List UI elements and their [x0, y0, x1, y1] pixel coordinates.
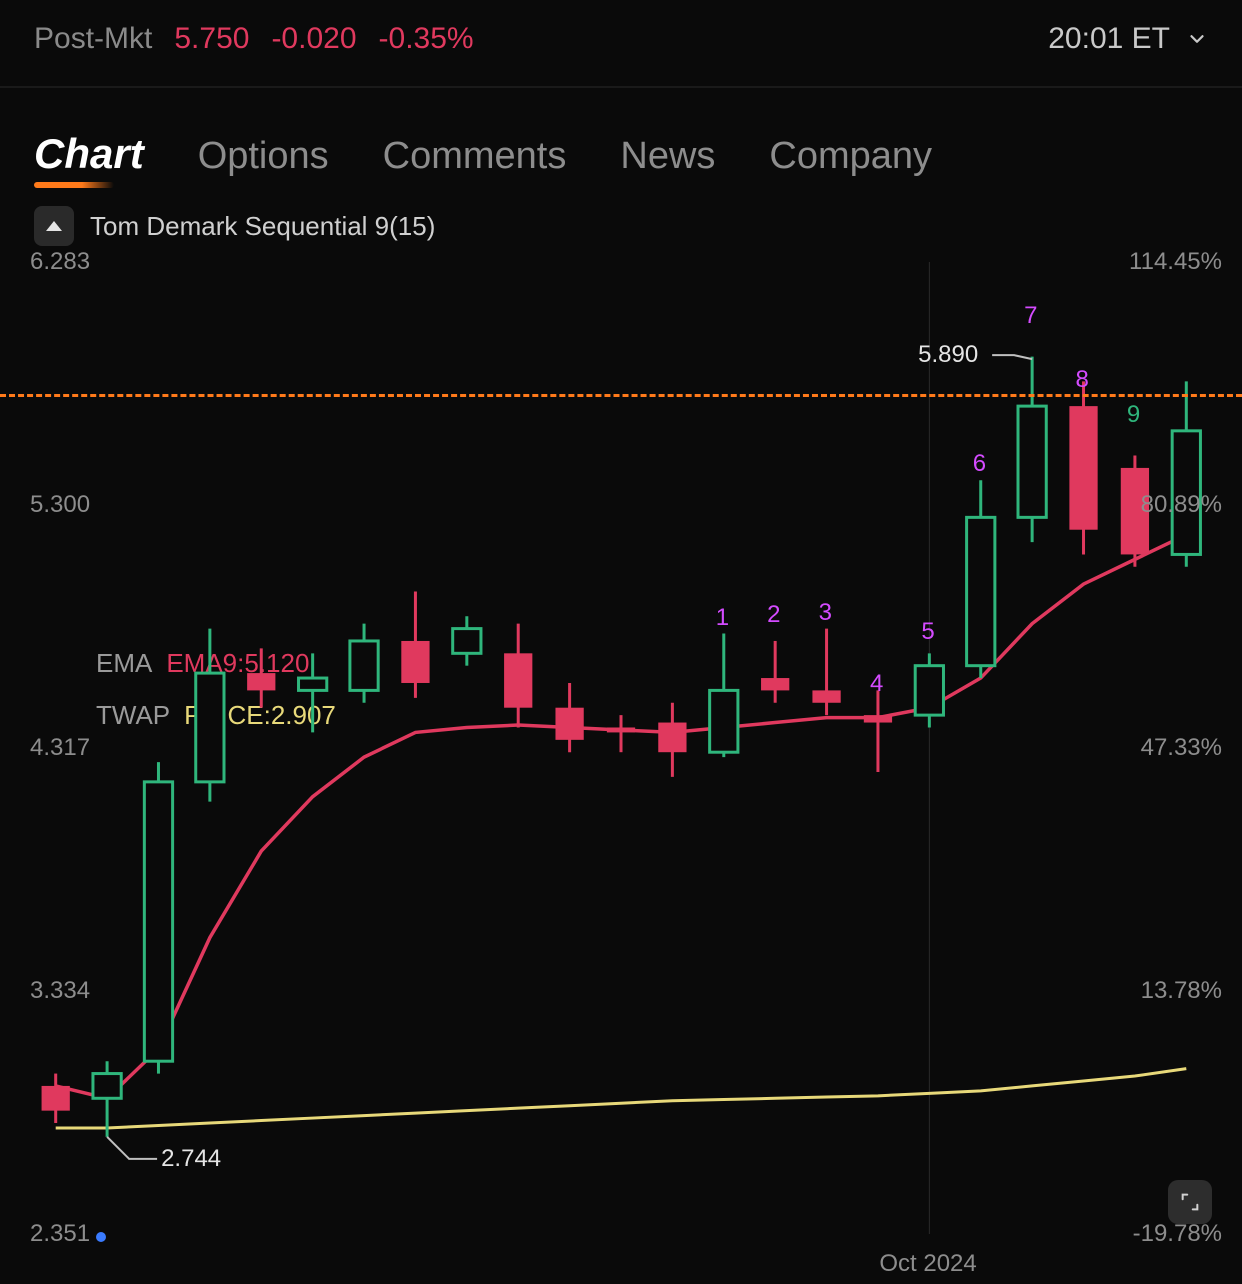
td-count-label: 2	[767, 601, 780, 629]
time-label: 20:01 ET	[1048, 22, 1170, 56]
post-market-bar: Post-Mkt 5.750 -0.020 -0.35% 20:01 ET	[0, 0, 1242, 88]
td-count-label: 3	[819, 599, 832, 627]
td-count-label: 7	[1024, 302, 1037, 330]
fullscreen-button[interactable]	[1168, 1180, 1212, 1224]
y-axis-pct-label: 13.78%	[1141, 977, 1222, 1005]
y-axis-pct-label: 80.89%	[1141, 491, 1222, 519]
y-axis-pct-label: 114.45%	[1129, 248, 1222, 276]
price-chart[interactable]: EMA EMA9:5.120 TWAP PRICE:2.907 6.2835.3…	[0, 252, 1242, 1284]
td-count-label: 5	[921, 618, 934, 646]
td-count-label: 9	[1127, 401, 1140, 429]
y-axis-pct-label: 47.33%	[1141, 734, 1222, 762]
last-price-line	[0, 394, 1242, 397]
low-price-callout: 2.744	[161, 1145, 221, 1173]
td-count-label: 4	[870, 670, 883, 698]
tab-options[interactable]: Options	[198, 135, 329, 178]
marker-dot	[96, 1232, 106, 1242]
tab-news[interactable]: News	[620, 135, 715, 178]
post-mkt-change-abs: -0.020	[271, 22, 356, 56]
time-selector[interactable]: 20:01 ET	[1048, 22, 1208, 56]
y-axis-price-label: 4.317	[30, 734, 90, 762]
x-axis-month-label: Oct 2024	[879, 1250, 976, 1278]
post-mkt-price: 5.750	[174, 22, 249, 56]
tab-chart[interactable]: Chart	[34, 130, 144, 178]
triangle-up-icon	[46, 221, 62, 231]
td-count-label: 6	[973, 450, 986, 478]
chart-canvas	[0, 252, 1242, 1284]
td-count-label: 8	[1076, 366, 1089, 394]
tab-company[interactable]: Company	[769, 135, 932, 178]
tab-bar: Chart Options Comments News Company	[0, 88, 1242, 196]
y-axis-price-label: 5.300	[30, 491, 90, 519]
post-mkt-change-pct: -0.35%	[379, 22, 474, 56]
tab-comments[interactable]: Comments	[383, 135, 567, 178]
indicator-name: Tom Demark Sequential 9(15)	[90, 211, 435, 242]
session-label: Post-Mkt	[34, 22, 152, 56]
y-axis-price-label: 3.334	[30, 977, 90, 1005]
chevron-down-icon	[1186, 28, 1208, 50]
expand-icon	[1179, 1191, 1201, 1213]
collapse-indicators-button[interactable]	[34, 206, 74, 246]
y-axis-price-label: 2.351	[30, 1220, 90, 1248]
y-axis-price-label: 6.283	[30, 248, 90, 276]
y-axis-pct-label: -19.78%	[1133, 1220, 1222, 1248]
td-count-label: 1	[716, 604, 729, 632]
high-price-callout: 5.890	[918, 341, 978, 369]
